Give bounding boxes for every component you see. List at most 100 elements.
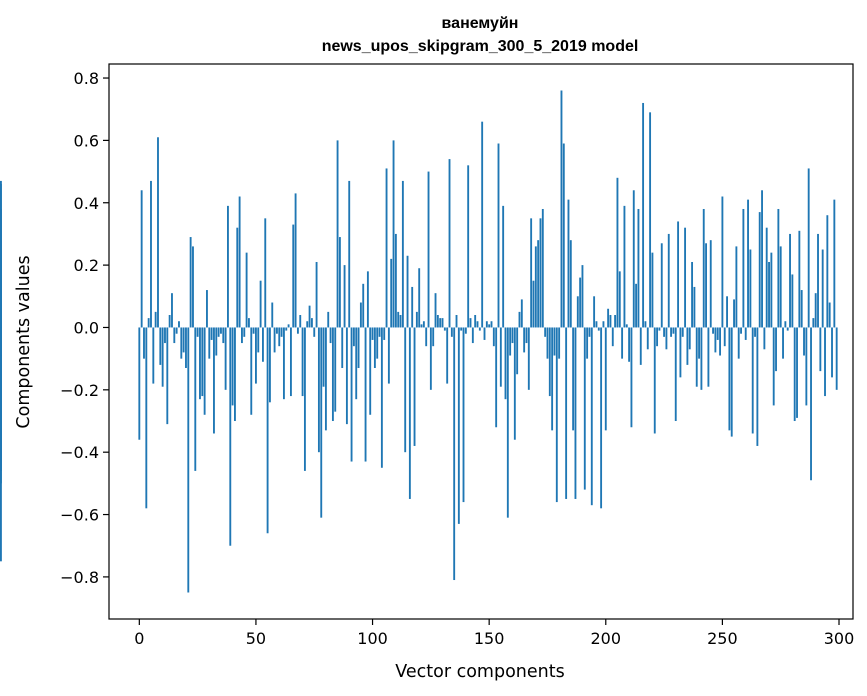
bar-193	[588, 327, 591, 337]
bar-286	[805, 327, 808, 406]
bar-225	[663, 327, 666, 337]
bar-53	[262, 327, 264, 362]
bar-298	[833, 199, 836, 328]
bar-263	[751, 327, 754, 434]
y-tick-label: −0.4	[60, 443, 99, 462]
bar-274	[777, 208, 780, 328]
bar-137	[457, 327, 460, 524]
bar-120	[418, 268, 421, 328]
bar-19	[182, 327, 185, 353]
bar-170	[534, 246, 537, 328]
bar-126	[432, 327, 435, 347]
bar-278	[786, 327, 789, 331]
bar-210	[628, 327, 631, 362]
bar-7	[154, 311, 157, 328]
bar-84	[334, 327, 337, 412]
bar-184	[567, 199, 570, 328]
bar-35	[220, 327, 222, 334]
bar-264	[754, 327, 756, 337]
bar-149	[485, 321, 488, 328]
bar-206	[618, 271, 621, 328]
bar-158	[506, 327, 509, 518]
bar-121	[420, 324, 423, 328]
bar-26	[199, 327, 201, 400]
bar-216	[642, 102, 645, 328]
bar-248	[716, 327, 719, 340]
bar-226	[665, 327, 668, 350]
bar-155	[499, 327, 502, 387]
bar-175	[546, 327, 549, 359]
bar-272	[772, 327, 775, 406]
bar-195	[593, 296, 596, 328]
bar-299	[835, 327, 838, 390]
bar-18	[180, 327, 183, 359]
y-tick-label: 0.0	[74, 318, 99, 337]
bar-242	[702, 208, 705, 328]
bar-202	[609, 315, 612, 328]
bar-105	[383, 327, 386, 340]
bar-127	[434, 293, 437, 328]
bar-75	[313, 327, 316, 337]
bar-190	[581, 265, 584, 328]
bar-222	[656, 327, 659, 347]
bar-undefined	[0, 180, 2, 328]
bar-196	[595, 321, 598, 328]
bar-271	[770, 252, 773, 328]
bar-255	[733, 299, 735, 328]
bar-108	[390, 258, 393, 328]
x-tick-label: 0	[134, 629, 144, 648]
bar-284	[800, 290, 803, 328]
bar-165	[523, 327, 526, 353]
bar-189	[579, 277, 582, 328]
bar-43	[238, 196, 241, 328]
bar-238	[693, 286, 696, 328]
bar-261	[747, 199, 749, 328]
y-tick-label: 0.8	[74, 69, 99, 88]
y-tick-label: 0.2	[74, 256, 99, 275]
bar-162	[516, 327, 519, 375]
bar-276	[782, 327, 784, 359]
bar-173	[541, 208, 544, 328]
x-tick-label: 300	[824, 629, 855, 648]
bar-123	[425, 327, 428, 347]
bar-135	[453, 327, 456, 581]
bar-188	[576, 296, 579, 328]
bar-134	[450, 327, 453, 337]
bar-131	[443, 327, 446, 331]
bar-273	[775, 327, 777, 372]
bar-154	[497, 143, 500, 328]
bar-86	[338, 237, 341, 328]
y-tick-label: −0.6	[60, 506, 99, 525]
bar-5	[150, 180, 152, 328]
bar-57	[271, 302, 274, 328]
bar-23	[192, 246, 194, 328]
bar-97	[364, 327, 367, 462]
bar-3	[145, 327, 148, 509]
bar-150	[488, 324, 491, 328]
bar-208	[623, 205, 626, 328]
bar-166	[525, 327, 528, 344]
bar-207	[621, 327, 624, 359]
bar-199	[602, 321, 605, 328]
bar-49	[252, 327, 255, 334]
bar-144	[474, 315, 477, 328]
bar-252	[726, 296, 728, 328]
bar-267	[761, 190, 763, 328]
bar-221	[653, 327, 656, 434]
bar-185	[569, 240, 572, 328]
bar-38	[227, 205, 229, 328]
bar-143	[471, 327, 474, 344]
bar-24	[194, 327, 197, 471]
bar-96	[362, 283, 365, 328]
bar-167	[527, 327, 530, 390]
bar-213	[635, 283, 638, 328]
bar-99	[369, 327, 372, 415]
bar-292	[819, 327, 822, 372]
bar-56	[268, 327, 271, 403]
bar-61	[280, 327, 283, 337]
bar-212	[632, 190, 635, 328]
bar-4	[147, 318, 150, 328]
bar-151	[490, 321, 493, 328]
bar-95	[359, 302, 362, 328]
bar-122	[422, 321, 425, 328]
